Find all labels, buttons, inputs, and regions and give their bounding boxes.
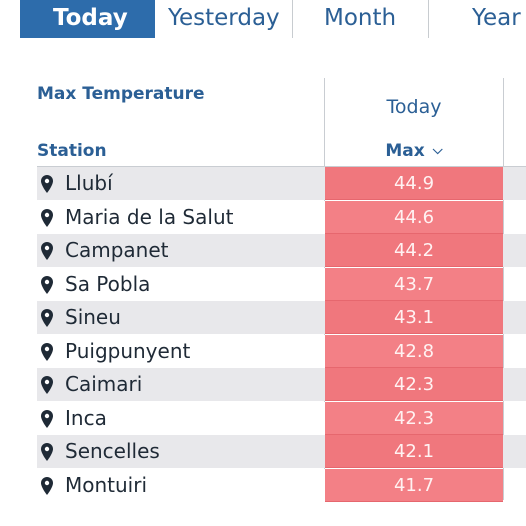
station-name[interactable]: Inca: [65, 405, 107, 430]
station-name[interactable]: Puigpunyent: [65, 338, 191, 363]
max-temperature-value: 43.1: [325, 301, 503, 334]
table-row[interactable]: Puigpunyent 42.8: [37, 334, 526, 368]
station-name[interactable]: Maria de la Salut: [65, 204, 234, 229]
map-pin-icon: [41, 342, 53, 361]
table-row[interactable]: Sencelles 42.1: [37, 435, 526, 468]
next-column-cell: [503, 469, 526, 502]
map-pin-icon: [41, 443, 53, 461]
map-pin-icon: [41, 208, 53, 227]
next-column-cell: [503, 268, 526, 301]
map-pin-icon: [41, 275, 53, 294]
station-name[interactable]: Llubí: [65, 171, 113, 195]
table-title: Max Temperature: [37, 84, 205, 104]
max-temperature-value: 43.7: [325, 267, 503, 301]
station-cell: Caimari: [37, 368, 325, 401]
period-tabs: Today Yesterday Month Year: [0, 0, 526, 38]
map-pin-icon: [41, 409, 53, 428]
map-pin-icon: [41, 242, 53, 260]
tab-today[interactable]: Today: [20, 0, 155, 38]
table-row[interactable]: Sineu 43.1: [37, 301, 526, 334]
max-column-header[interactable]: Max ⌵: [325, 141, 503, 161]
tab-divider: [292, 0, 293, 38]
station-name[interactable]: Sa Pobla: [65, 271, 151, 296]
station-cell: Inca: [37, 401, 325, 435]
chevron-down-icon[interactable]: ⌵: [432, 143, 443, 158]
station-cell: Maria de la Salut: [37, 200, 325, 234]
max-temperature-value: 44.6: [325, 200, 503, 234]
next-column-cell: [503, 301, 526, 334]
max-temperature-value: 42.1: [325, 435, 503, 468]
station-name[interactable]: Campanet: [65, 238, 169, 262]
station-name[interactable]: Montuiri: [65, 472, 148, 497]
station-cell: Sencelles: [37, 435, 325, 468]
map-pin-icon: [41, 376, 53, 394]
next-column-cell: [503, 167, 526, 200]
tab-divider: [428, 0, 429, 38]
table-row[interactable]: Inca 42.3: [37, 401, 526, 435]
map-pin-icon: [41, 175, 53, 193]
station-cell: Montuiri: [37, 468, 325, 502]
station-cell: Campanet: [37, 234, 325, 267]
tab-yesterday[interactable]: Yesterday: [168, 5, 280, 31]
max-column-label: Max: [385, 141, 425, 161]
tab-month[interactable]: Month: [324, 5, 397, 31]
next-column-cell: [503, 435, 526, 468]
max-temperature-value: 44.2: [325, 234, 503, 267]
max-temperature-value: 41.7: [325, 468, 503, 502]
map-pin-icon: [41, 476, 53, 495]
station-name[interactable]: Sencelles: [65, 439, 160, 463]
max-temperature-value: 42.3: [325, 401, 503, 435]
column-divider: [503, 78, 504, 500]
table-row[interactable]: Llubí 44.9: [37, 167, 526, 200]
station-cell: Llubí: [37, 167, 325, 200]
map-pin-icon: [41, 309, 53, 327]
tab-year[interactable]: Year: [472, 5, 521, 31]
next-column-cell: [503, 335, 526, 368]
station-cell: Sa Pobla: [37, 267, 325, 301]
max-temperature-value: 42.8: [325, 334, 503, 368]
next-column-cell: [503, 402, 526, 435]
station-cell: Puigpunyent: [37, 334, 325, 368]
next-column-cell: [503, 234, 526, 267]
max-temperature-value: 42.3: [325, 368, 503, 401]
table-row[interactable]: Campanet 44.2: [37, 234, 526, 267]
table-row[interactable]: Maria de la Salut 44.6: [37, 200, 526, 234]
header-divider: [37, 166, 526, 167]
today-column-group-header: Today: [386, 96, 442, 118]
table-row[interactable]: Sa Pobla 43.7: [37, 267, 526, 301]
max-temperature-value: 44.9: [325, 167, 503, 200]
next-column-cell: [503, 201, 526, 234]
table-row[interactable]: Caimari 42.3: [37, 368, 526, 401]
station-column-header[interactable]: Station: [37, 141, 107, 161]
station-name[interactable]: Sineu: [65, 305, 121, 329]
station-cell: Sineu: [37, 301, 325, 334]
table-row[interactable]: Montuiri 41.7: [37, 468, 526, 502]
station-name[interactable]: Caimari: [65, 372, 143, 396]
next-column-cell: [503, 368, 526, 401]
